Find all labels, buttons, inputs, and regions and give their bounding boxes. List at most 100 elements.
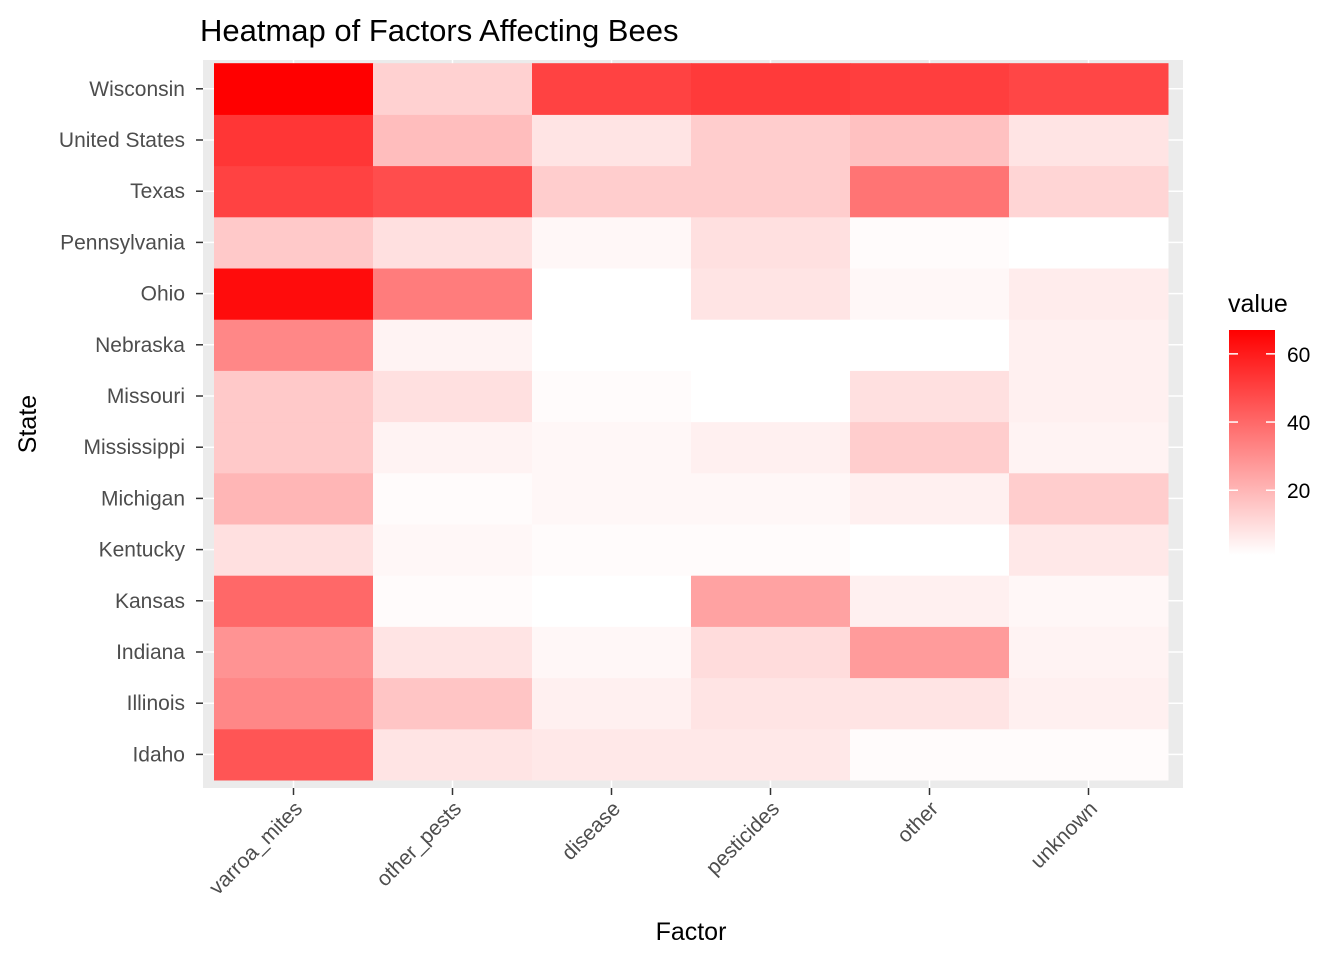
heatmap-cell-illinois-pesticides xyxy=(691,677,851,730)
y-tick-label: Pennsylvania xyxy=(60,231,185,254)
heatmap-cell-texas-other xyxy=(850,165,1010,218)
heatmap-cell-indiana-unknown xyxy=(1009,626,1169,679)
heatmap-cell-missouri-other-pests xyxy=(373,370,533,423)
heatmap-cell-missouri-unknown xyxy=(1009,370,1169,423)
heatmap-cell-ohio-disease xyxy=(532,268,692,320)
heatmap-cell-nebraska-unknown xyxy=(1009,319,1169,371)
heatmap-cell-kansas-other-pests xyxy=(373,575,533,627)
heatmap-cell-idaho-other xyxy=(850,728,1010,781)
x-tick-label: other xyxy=(893,797,943,847)
heatmap-cell-united-states-other xyxy=(850,114,1010,167)
heatmap-cell-mississippi-varroa-mites xyxy=(214,421,374,474)
heatmap-cell-pennsylvania-disease xyxy=(532,216,692,269)
y-tick-label: Indiana xyxy=(116,641,185,664)
heatmap-cell-ohio-pesticides xyxy=(691,268,851,320)
heatmap-cell-idaho-unknown xyxy=(1009,728,1169,781)
heatmap-cell-ohio-other-pests xyxy=(373,268,533,320)
heatmap-cell-illinois-unknown xyxy=(1009,677,1169,730)
heatmap-cell-kansas-pesticides xyxy=(691,575,851,627)
x-axis: varroa_mites other_pests disease pesticides… xyxy=(205,788,1102,899)
heatmap-cell-wisconsin-disease xyxy=(532,63,692,115)
y-tick-label: Kansas xyxy=(115,590,185,613)
heatmap-cell-kansas-other xyxy=(850,575,1010,627)
heatmap-cell-idaho-other-pests xyxy=(373,728,533,781)
heatmap-cell-indiana-varroa-mites xyxy=(214,626,374,679)
heatmap-cell-michigan-pesticides xyxy=(691,472,851,525)
colorbar-tick-label: 40 xyxy=(1287,412,1310,435)
chart-title: Heatmap of Factors Affecting Bees xyxy=(200,13,678,48)
heatmap-cell-ohio-unknown xyxy=(1009,268,1169,320)
heatmap-cell-texas-disease xyxy=(532,165,692,218)
y-tick-label: Idaho xyxy=(132,743,185,766)
heatmap-cell-mississippi-disease xyxy=(532,421,692,474)
heatmap-cell-idaho-varroa-mites xyxy=(214,728,374,781)
heatmap-cell-illinois-disease xyxy=(532,677,692,730)
y-tick-label: Illinois xyxy=(127,692,185,715)
heatmap-cell-mississippi-other xyxy=(850,421,1010,474)
y-axis: Idaho Illinois Indiana Kansas Kentucky Michig… xyxy=(59,78,203,766)
legend-title: value xyxy=(1228,290,1288,318)
x-tick-label: unknown xyxy=(1026,797,1102,873)
y-tick-label: Texas xyxy=(130,180,185,203)
heatmap-cell-kansas-disease xyxy=(532,575,692,627)
heatmap-cell-texas-pesticides xyxy=(691,165,851,218)
heatmap-cell-nebraska-other xyxy=(850,319,1010,371)
x-tick-label: varroa_mites xyxy=(205,797,307,899)
heatmap-cell-mississippi-unknown xyxy=(1009,421,1169,474)
y-tick-label: Missouri xyxy=(107,385,185,408)
heatmap-cell-nebraska-varroa-mites xyxy=(214,319,374,371)
x-tick-label: disease xyxy=(558,797,625,864)
heatmap-cell-wisconsin-varroa-mites xyxy=(214,63,374,115)
heatmap-cell-kansas-unknown xyxy=(1009,575,1169,627)
heatmap-cells xyxy=(214,63,1169,781)
heatmap-cell-idaho-pesticides xyxy=(691,728,851,781)
heatmap-cell-idaho-disease xyxy=(532,728,692,781)
heatmap-cell-united-states-unknown xyxy=(1009,114,1169,167)
heatmap-cell-indiana-other xyxy=(850,626,1010,679)
heatmap-cell-kansas-varroa-mites xyxy=(214,575,374,627)
x-tick-label: pesticides xyxy=(702,797,784,879)
y-axis-title: State xyxy=(14,395,42,453)
heatmap-cell-pennsylvania-unknown xyxy=(1009,216,1169,269)
heatmap-cell-indiana-disease xyxy=(532,626,692,679)
heatmap-cell-ohio-other xyxy=(850,268,1010,320)
y-tick-label: Ohio xyxy=(141,283,185,306)
y-tick-label: Nebraska xyxy=(95,334,185,357)
heatmap-cell-wisconsin-pesticides xyxy=(691,63,851,115)
heatmap-cell-illinois-other-pests xyxy=(373,677,533,730)
colorbar-tick-label: 20 xyxy=(1287,480,1310,503)
heatmap-cell-missouri-pesticides xyxy=(691,370,851,423)
heatmap-cell-texas-varroa-mites xyxy=(214,165,374,218)
heatmap-cell-illinois-other xyxy=(850,677,1010,730)
x-tick-label: other_pests xyxy=(372,797,466,891)
colorbar xyxy=(1229,330,1275,555)
colorbar-tick-label: 60 xyxy=(1287,344,1310,367)
heatmap-cell-mississippi-other-pests xyxy=(373,421,533,474)
heatmap-cell-nebraska-other-pests xyxy=(373,319,533,371)
y-tick-label: Kentucky xyxy=(99,539,186,562)
heatmap-cell-wisconsin-other-pests xyxy=(373,63,533,115)
heatmap-cell-michigan-disease xyxy=(532,472,692,525)
heatmap-cell-wisconsin-other xyxy=(850,63,1010,115)
heatmap-cell-kentucky-other xyxy=(850,524,1010,576)
heatmap-cell-kentucky-pesticides xyxy=(691,524,851,576)
y-tick-label: Michigan xyxy=(101,487,185,510)
y-tick-label: Mississippi xyxy=(83,436,185,459)
heatmap-cell-pennsylvania-varroa-mites xyxy=(214,216,374,269)
y-tick-label: Wisconsin xyxy=(89,78,185,101)
heatmap-cell-michigan-other-pests xyxy=(373,472,533,525)
heatmap-cell-kentucky-varroa-mites xyxy=(214,524,374,576)
heatmap-cell-pennsylvania-other-pests xyxy=(373,216,533,269)
heatmap-cell-pennsylvania-other xyxy=(850,216,1010,269)
heatmap-cell-nebraska-disease xyxy=(532,319,692,371)
color-legend: value 20 40 60 xyxy=(1228,290,1310,555)
heatmap-cell-united-states-varroa-mites xyxy=(214,114,374,167)
heatmap-cell-united-states-disease xyxy=(532,114,692,167)
heatmap-cell-kentucky-other-pests xyxy=(373,524,533,576)
heatmap-cell-ohio-varroa-mites xyxy=(214,268,374,320)
y-tick-label: United States xyxy=(59,129,185,152)
heatmap-cell-michigan-unknown xyxy=(1009,472,1169,525)
heatmap-cell-texas-other-pests xyxy=(373,165,533,218)
